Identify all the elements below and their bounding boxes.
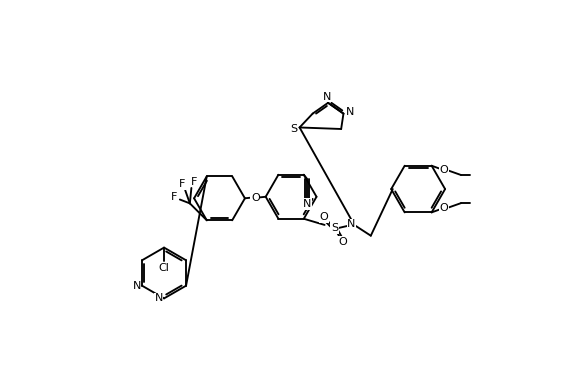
Text: O: O: [338, 237, 347, 247]
Text: F: F: [191, 177, 197, 187]
Text: S: S: [290, 124, 297, 134]
Text: N: N: [133, 281, 141, 291]
Text: O: O: [251, 193, 260, 202]
Text: O: O: [439, 165, 448, 175]
Text: S: S: [331, 223, 338, 233]
Text: F: F: [171, 192, 178, 202]
Text: N: N: [155, 293, 163, 303]
Text: O: O: [319, 212, 328, 222]
Text: N: N: [323, 92, 332, 102]
Text: O: O: [439, 203, 448, 213]
Text: N: N: [303, 199, 311, 209]
Text: Cl: Cl: [158, 262, 170, 273]
Text: N: N: [347, 219, 356, 229]
Text: F: F: [179, 179, 185, 189]
Text: N: N: [346, 107, 354, 117]
